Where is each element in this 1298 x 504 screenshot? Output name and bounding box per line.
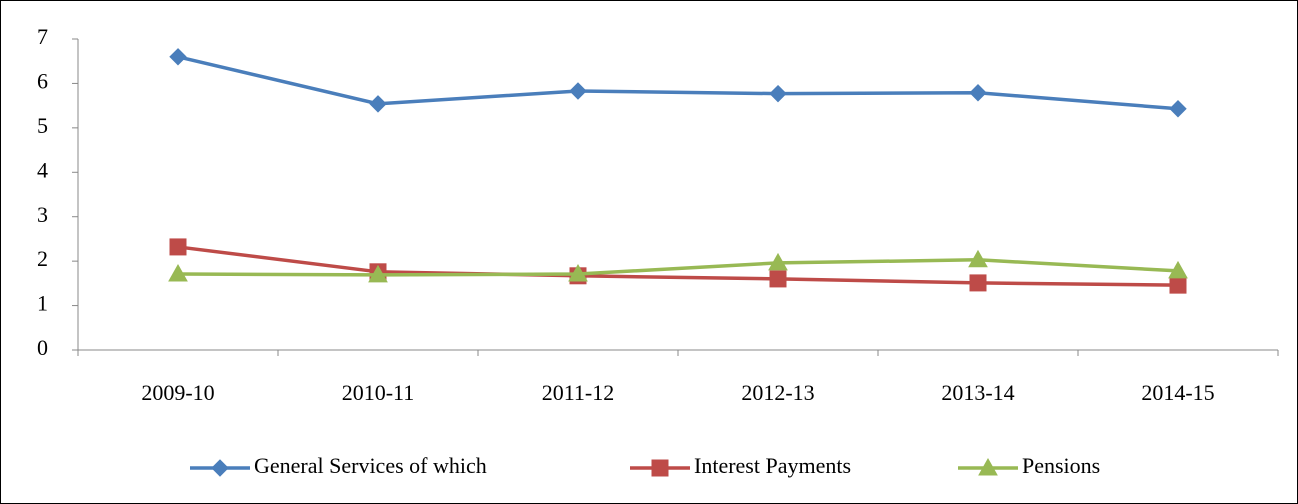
marker bbox=[969, 84, 987, 102]
x-tick-label: 2012-13 bbox=[741, 380, 814, 405]
marker bbox=[169, 238, 187, 256]
marker bbox=[769, 84, 787, 103]
x-tick-label: 2011-12 bbox=[542, 380, 615, 405]
marker bbox=[1169, 276, 1187, 294]
marker bbox=[211, 459, 229, 477]
legend-label: General Services of which bbox=[254, 453, 487, 478]
marker bbox=[769, 270, 787, 288]
marker bbox=[768, 252, 788, 271]
series-line bbox=[177, 245, 1179, 287]
x-tick-label: 2010-11 bbox=[342, 380, 415, 405]
y-tick-label: 5 bbox=[37, 113, 48, 138]
y-tick-label: 1 bbox=[37, 291, 48, 316]
marker bbox=[368, 264, 388, 283]
x-tick-label: 2014-15 bbox=[1141, 380, 1214, 405]
marker bbox=[1169, 100, 1187, 118]
marker bbox=[369, 95, 387, 113]
marker bbox=[169, 48, 187, 66]
x-tick-label: 2009-10 bbox=[141, 380, 214, 405]
y-tick-label: 4 bbox=[37, 157, 48, 182]
legend-label: Interest Payments bbox=[694, 453, 851, 478]
series-line bbox=[177, 55, 1179, 111]
y-tick-label: 2 bbox=[37, 246, 48, 271]
x-tick-label: 2013-14 bbox=[941, 380, 1014, 405]
marker bbox=[968, 249, 988, 268]
y-tick-label: 3 bbox=[37, 202, 48, 227]
marker bbox=[568, 264, 588, 282]
marker bbox=[969, 274, 987, 292]
legend-label: Pensions bbox=[1022, 453, 1100, 478]
marker bbox=[1168, 260, 1188, 279]
y-tick-label: 6 bbox=[37, 68, 48, 93]
series-line bbox=[177, 258, 1179, 277]
marker bbox=[651, 459, 669, 477]
marker bbox=[978, 457, 998, 476]
y-tick-label: 7 bbox=[37, 24, 48, 49]
marker bbox=[168, 264, 188, 282]
marker bbox=[569, 82, 587, 100]
y-tick-label: 0 bbox=[37, 335, 48, 360]
